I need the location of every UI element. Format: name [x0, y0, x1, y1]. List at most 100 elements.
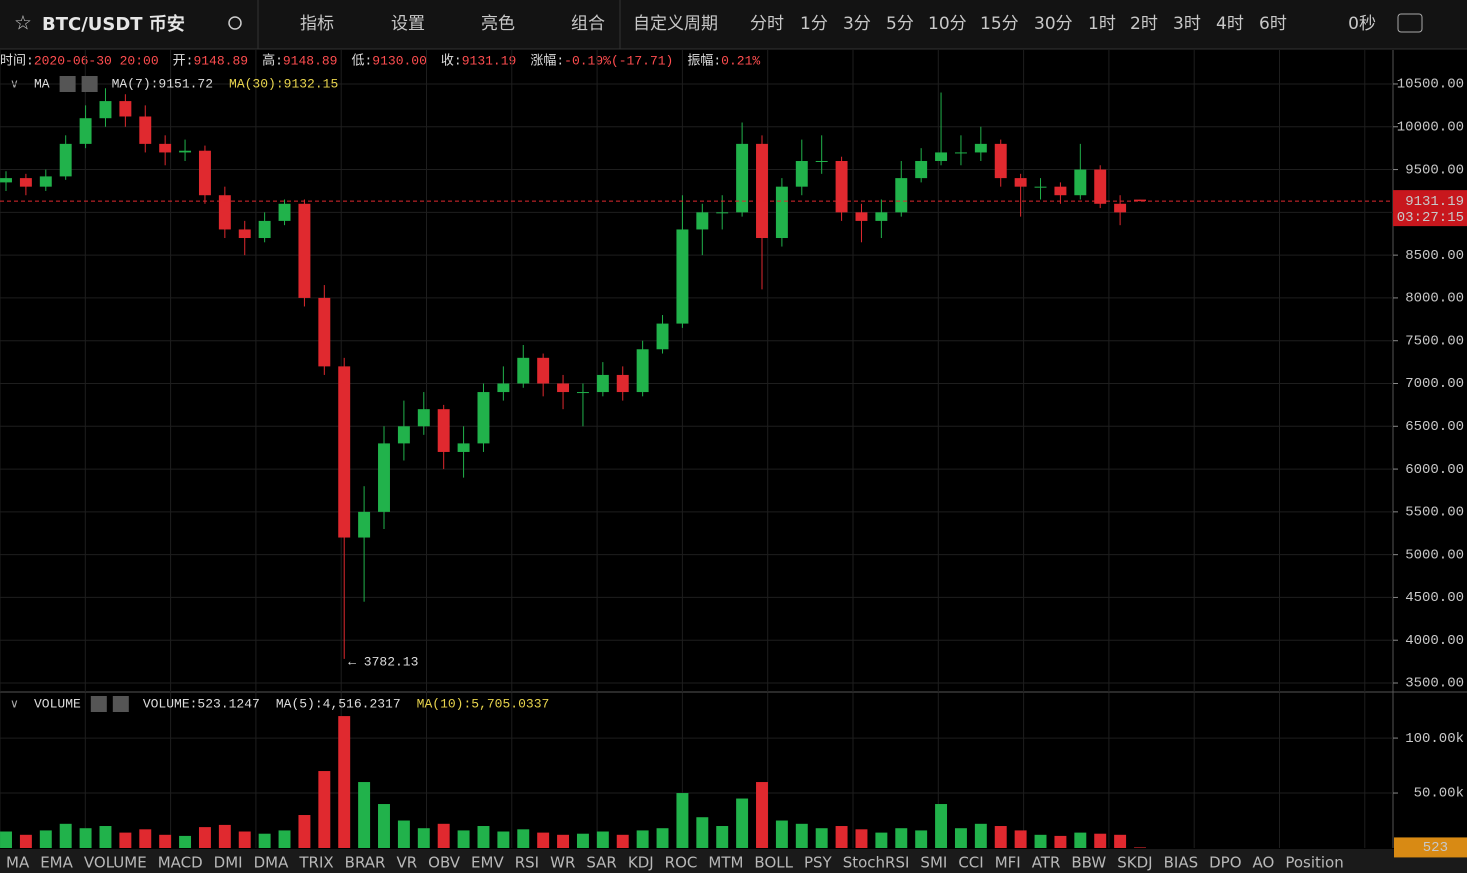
candle-body — [656, 323, 669, 350]
y-tick-label: 7500.00 — [1405, 333, 1464, 349]
info-value: 9148.89 — [283, 53, 338, 68]
period[interactable]: 6时 — [1259, 14, 1287, 34]
candle-body — [676, 229, 689, 324]
tool[interactable]: 组合 — [571, 14, 605, 34]
indicator-tab[interactable]: BIAS — [1164, 854, 1199, 872]
period[interactable]: 4时 — [1216, 14, 1244, 34]
indicator-tab[interactable]: WR — [550, 854, 575, 872]
info-value: 9131.19 — [462, 53, 517, 68]
indicator-tab[interactable]: MTM — [708, 854, 743, 872]
indicator-tab[interactable]: RSI — [515, 854, 539, 872]
volume-bar — [795, 823, 808, 848]
countdown-setting[interactable]: 0秒 — [1348, 14, 1376, 34]
indicator-tab[interactable]: AO — [1253, 854, 1275, 872]
indicator-tab[interactable]: KDJ — [628, 854, 654, 872]
settings-icon[interactable] — [59, 76, 76, 92]
indicator-tab[interactable]: ATR — [1032, 854, 1061, 872]
indicator-tab[interactable]: CCI — [958, 854, 983, 872]
indicator-tab[interactable]: BRAR — [345, 854, 386, 872]
volume-bar — [954, 828, 967, 848]
indicator-tab[interactable]: DPO — [1209, 854, 1241, 872]
volume-bar — [537, 832, 550, 848]
y-tick-label: 6500.00 — [1405, 419, 1464, 435]
candle-body — [756, 143, 768, 239]
volume-last-label: 523 — [1423, 840, 1448, 856]
info-label: 时间: — [0, 53, 34, 68]
settings-icon[interactable] — [90, 696, 107, 712]
candle-body — [576, 392, 589, 394]
indicator-tab[interactable]: ROC — [665, 854, 698, 872]
close-icon[interactable] — [112, 696, 129, 712]
custom-period[interactable]: 自定义周期 — [633, 14, 718, 34]
indicator-tab[interactable]: SMI — [920, 854, 947, 872]
countdown: 03:27:15 — [1397, 210, 1464, 226]
indicator-tab[interactable]: DMA — [254, 854, 289, 872]
volume-bar — [179, 835, 192, 848]
period[interactable]: 分时 — [750, 14, 784, 34]
candle-body — [39, 176, 52, 187]
indicator-tab[interactable]: OBV — [428, 854, 461, 872]
candle-body — [497, 383, 510, 393]
indicator-tab[interactable]: BBW — [1071, 854, 1106, 872]
indicator-tab[interactable]: Position — [1285, 854, 1343, 872]
indicator-tab[interactable]: MACD — [158, 854, 203, 872]
period[interactable]: 30分 — [1034, 14, 1073, 34]
close-icon[interactable] — [81, 76, 98, 92]
indicator-tab[interactable]: VOLUME — [84, 854, 147, 872]
indicator-bar — [0, 849, 1467, 873]
candle-body — [1074, 169, 1087, 196]
symbol[interactable]: BTC/USDT 币安 — [42, 13, 185, 35]
period[interactable]: 10分 — [928, 14, 967, 34]
indicator-tab[interactable]: StochRSI — [843, 854, 910, 872]
volume-bar — [378, 804, 390, 848]
indicator-tab[interactable]: SKDJ — [1117, 854, 1152, 872]
y-tick-label: 10000.00 — [1397, 119, 1464, 135]
indicator-tab[interactable]: BOLL — [754, 854, 793, 872]
period[interactable]: 5分 — [886, 14, 914, 34]
volume-bar — [915, 830, 928, 848]
candle-body — [775, 186, 788, 239]
period[interactable]: 3分 — [843, 14, 871, 34]
collapse-icon[interactable]: ∨ — [10, 697, 19, 711]
indicator-tab[interactable]: EMV — [471, 854, 504, 872]
candle-body — [99, 101, 112, 119]
y-tick-label: 5000.00 — [1405, 547, 1464, 563]
period[interactable]: 2时 — [1130, 14, 1158, 34]
candle-body — [457, 443, 470, 452]
volume-bar — [855, 829, 868, 848]
indicator-tab[interactable]: EMA — [40, 854, 73, 872]
period[interactable]: 3时 — [1173, 14, 1201, 34]
volume-bar — [497, 831, 510, 848]
candle-body — [0, 178, 12, 183]
candle-body — [298, 203, 311, 298]
volume-bar — [139, 829, 152, 848]
candle-body — [537, 357, 550, 384]
volume-bar — [397, 820, 410, 848]
period[interactable]: 15分 — [980, 14, 1019, 34]
indicator-tab[interactable]: PSY — [804, 854, 833, 872]
volume-bar — [278, 830, 291, 848]
indicator-tab[interactable]: TRIX — [298, 854, 333, 872]
search-icon[interactable] — [228, 16, 242, 30]
tool[interactable]: 亮色 — [481, 14, 515, 34]
period[interactable]: 1分 — [800, 14, 828, 34]
indicator-tab[interactable]: MA — [6, 854, 30, 872]
candle-body — [238, 229, 251, 239]
indicator-tab[interactable]: SAR — [586, 854, 616, 872]
tool[interactable]: 指标 — [300, 14, 334, 34]
volume-bar — [338, 716, 351, 848]
y-tick-label: 8000.00 — [1405, 291, 1464, 307]
info-value: 2020-06-30 20:00 — [34, 53, 159, 68]
indicator-tab[interactable]: DMI — [214, 854, 243, 872]
star-icon[interactable]: ☆ — [14, 11, 32, 35]
indicator-tab[interactable]: VR — [396, 854, 417, 872]
candle-body — [139, 116, 152, 144]
tool[interactable]: 设置 — [391, 14, 425, 34]
last-price-label: 9131.19 — [1405, 194, 1464, 210]
candle-body — [1094, 169, 1107, 204]
y-tick-label: 4000.00 — [1405, 633, 1464, 649]
indicator-tab[interactable]: MFI — [995, 854, 1021, 872]
camera-icon[interactable] — [1397, 13, 1423, 33]
period[interactable]: 1时 — [1088, 14, 1116, 34]
y-tick-label: 7000.00 — [1405, 376, 1464, 392]
